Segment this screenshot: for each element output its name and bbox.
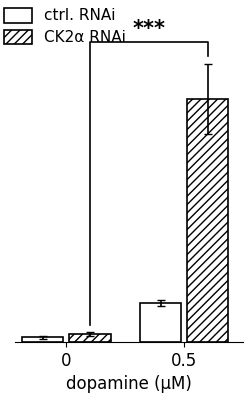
X-axis label: dopamine (μM): dopamine (μM) (66, 375, 192, 393)
Bar (187, 99, 228, 342)
Bar (140, 303, 181, 342)
Bar (69, 334, 110, 342)
Bar (22, 338, 64, 342)
Legend: ctrl. RNAi, CK2α RNAi: ctrl. RNAi, CK2α RNAi (4, 8, 126, 45)
Text: ***: *** (132, 19, 165, 39)
